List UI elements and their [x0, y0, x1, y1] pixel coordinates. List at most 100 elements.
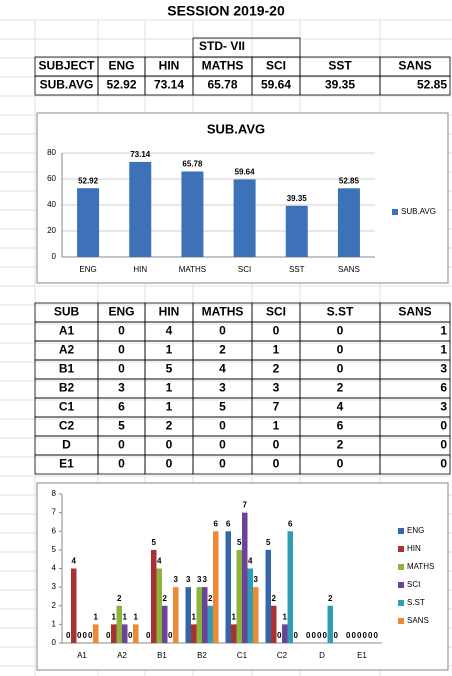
x-tick-label: SCI [238, 265, 251, 274]
x-tick-label: C1 [237, 651, 248, 660]
bar [242, 512, 248, 643]
legend-label: MATHS [407, 562, 434, 571]
bar [327, 605, 333, 643]
y-tick-label: 1 [52, 619, 57, 628]
bar [122, 624, 128, 643]
bar [116, 605, 122, 643]
cell-text: 73.14 [154, 78, 184, 92]
chart-title: SUB.AVG [207, 121, 265, 136]
cell-text: B2 [59, 381, 75, 395]
cell-text: 52.92 [106, 78, 136, 92]
bar [173, 587, 179, 643]
legend-label: ENG [407, 526, 424, 535]
data-label: 73.14 [130, 150, 151, 159]
data-label: 0 [363, 631, 368, 640]
bar [207, 605, 213, 643]
data-label: 1 [134, 612, 139, 621]
data-label: 5 [266, 538, 271, 547]
cell-text: 1 [273, 343, 280, 357]
bar [77, 188, 100, 257]
cell-text: 0 [337, 457, 344, 471]
bar [133, 624, 139, 643]
data-label: 0 [83, 631, 88, 640]
data-label: 39.35 [287, 194, 308, 203]
data-label: 6 [288, 519, 293, 528]
cell-text: SCI [266, 59, 286, 73]
cell-text: 0 [118, 324, 125, 338]
cell-text: 6 [118, 400, 125, 414]
cell-text: 2 [166, 419, 173, 433]
cell-text: A1 [59, 324, 75, 338]
cell-text: 5 [166, 362, 173, 376]
cell-text: 4 [166, 324, 173, 338]
legend-swatch [398, 618, 404, 624]
y-tick-label: 3 [52, 582, 57, 591]
data-label: 3 [174, 575, 179, 584]
cell-text: 3 [440, 362, 447, 376]
cell-text: 0 [440, 438, 447, 452]
cell-text: MATHS [202, 305, 244, 319]
cell-text: 39.35 [325, 78, 355, 92]
y-tick-label: 2 [52, 601, 57, 610]
data-label: 1 [232, 612, 237, 621]
legend-swatch [398, 528, 404, 534]
data-label: 4 [72, 557, 77, 566]
cell-text: 0 [118, 438, 125, 452]
cell-text: SST [328, 59, 352, 73]
cell-border [379, 75, 451, 96]
cell-text: SUB.AVG [40, 78, 94, 92]
bar [93, 624, 99, 643]
data-label: 0 [168, 631, 173, 640]
cell-text: 0 [118, 457, 125, 471]
data-label: 59.64 [235, 168, 256, 177]
x-tick-label: SANS [338, 265, 360, 274]
data-label: 0 [334, 631, 339, 640]
x-tick-label: B1 [157, 651, 167, 660]
bar [129, 161, 152, 257]
cell-text: 0 [440, 457, 447, 471]
cell-text: 2 [273, 362, 280, 376]
cell-text: A2 [59, 343, 75, 357]
cell-text: 0 [337, 362, 344, 376]
cell-text: 0 [219, 438, 226, 452]
y-tick-label: 6 [52, 526, 57, 535]
data-label: 3 [186, 575, 191, 584]
data-label: 2 [208, 594, 213, 603]
data-label: 5 [152, 538, 157, 547]
bar [156, 568, 162, 643]
legend-swatch [398, 546, 404, 552]
cell-text: 3 [118, 381, 125, 395]
cell-text: C1 [59, 400, 75, 414]
cell-text: 0 [337, 343, 344, 357]
x-tick-label: E1 [357, 651, 367, 660]
cell-text: 0 [166, 438, 173, 452]
bar [337, 188, 360, 257]
bar [191, 624, 197, 643]
cell-text: ENG [108, 305, 134, 319]
cell-text: 4 [337, 400, 344, 414]
y-tick-label: 8 [52, 489, 57, 498]
cell-text: 6 [440, 381, 447, 395]
cell-text: 5 [118, 419, 125, 433]
x-tick-label: A1 [77, 651, 87, 660]
bar [247, 568, 253, 643]
legend-label: SANS [407, 616, 429, 625]
cell-text: 65.78 [207, 78, 237, 92]
cell-text: 7 [273, 400, 280, 414]
x-tick-label: D [319, 651, 325, 660]
bar [185, 587, 191, 643]
data-label: 7 [243, 501, 248, 510]
data-label: 0 [323, 631, 328, 640]
x-tick-label: ENG [79, 265, 96, 274]
cell-text: SANS [398, 305, 431, 319]
cell-text: ENG [108, 59, 134, 73]
y-tick-label: 7 [52, 508, 57, 517]
y-tick-label: 40 [47, 200, 56, 209]
cell-text: 4 [219, 362, 226, 376]
data-label: 65.78 [182, 160, 203, 169]
y-tick-label: 0 [52, 252, 57, 261]
x-tick-label: SST [289, 265, 305, 274]
y-tick-label: 60 [47, 174, 56, 183]
cell-text: 0 [118, 343, 125, 357]
cell-text: 0 [273, 457, 280, 471]
